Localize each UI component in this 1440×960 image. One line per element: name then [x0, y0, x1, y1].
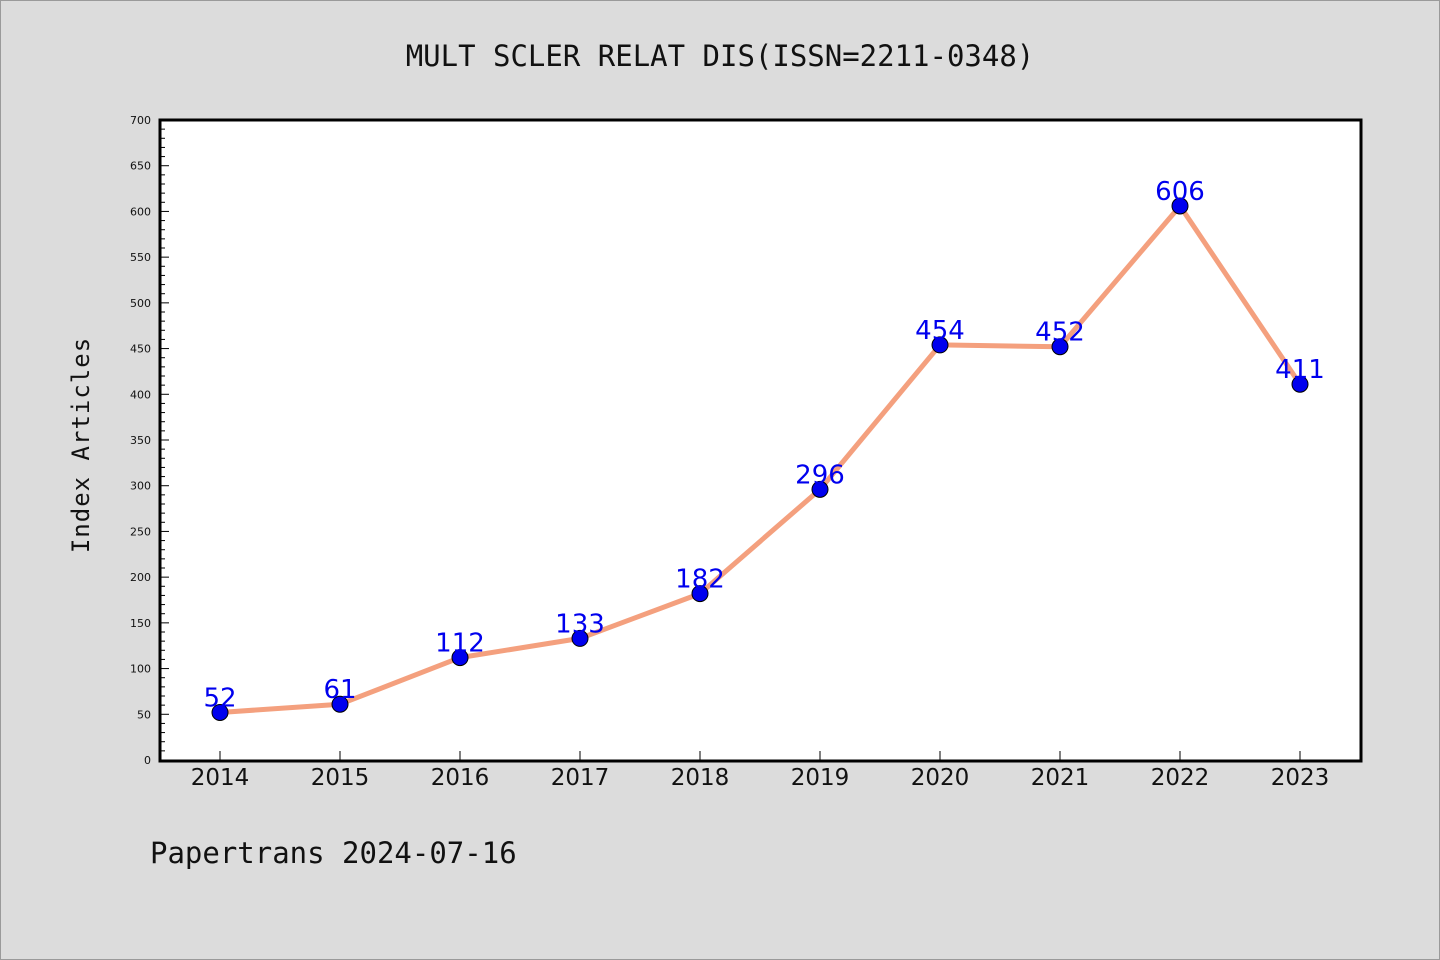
x-tick-label: 2016 — [431, 765, 490, 791]
series-line-group: 52 61 112 133 182 296 454 452 606 411 — [203, 177, 1325, 721]
x-tick-label: 2020 — [911, 765, 970, 791]
y-axis-label: Index Articles — [67, 337, 95, 553]
x-tick-label: 2021 — [1031, 765, 1090, 791]
plot-area — [158, 118, 1363, 763]
y-tick-label: 300 — [130, 480, 151, 493]
x-tick-label: 2022 — [1151, 765, 1210, 791]
y-tick-label: 250 — [130, 525, 151, 538]
y-tick-label: 200 — [130, 571, 151, 584]
data-point — [931, 336, 949, 354]
chart-title: MULT SCLER RELAT DIS(ISSN=2211-0348) — [406, 39, 1035, 73]
x-tick-label: 2017 — [551, 765, 610, 791]
data-point — [451, 649, 469, 667]
y-tick-label: 700 — [130, 114, 151, 127]
data-point — [331, 695, 349, 713]
y-tick-label: 350 — [130, 434, 151, 447]
data-point — [1051, 338, 1069, 356]
y-tick-label: 450 — [130, 343, 151, 356]
x-tick-label: 2014 — [191, 765, 250, 791]
y-tick-label: 100 — [130, 663, 151, 676]
data-point — [691, 585, 709, 603]
y-tick-label: 150 — [130, 617, 151, 630]
data-label: 606 — [1155, 177, 1205, 207]
y-tick-label: 50 — [137, 708, 151, 721]
data-point — [811, 480, 829, 498]
data-label: 61 — [323, 675, 356, 705]
x-tick-label: 2019 — [791, 765, 850, 791]
x-tick-label: 2023 — [1271, 765, 1330, 791]
data-point — [1291, 375, 1309, 393]
data-point — [211, 703, 229, 721]
data-point — [1171, 197, 1189, 215]
data-label: 296 — [795, 460, 845, 490]
y-tick-label: 550 — [130, 251, 151, 264]
y-tick-label: 0 — [144, 754, 151, 767]
x-tick-label: 2018 — [671, 765, 730, 791]
y-tick-label: 650 — [130, 160, 151, 173]
y-tick-label: 500 — [130, 297, 151, 310]
data-label: 454 — [915, 316, 965, 346]
footer-text: Papertrans 2024-07-16 — [150, 836, 517, 870]
y-tick-label: 400 — [130, 388, 151, 401]
data-label: 452 — [1035, 318, 1085, 348]
x-tick-label: 2015 — [311, 765, 370, 791]
x-axis: 2014 2015 2016 2017 2018 2019 2020 2021 2022 2023 — [191, 751, 1330, 791]
data-label: 112 — [435, 629, 485, 659]
data-label: 52 — [203, 683, 236, 713]
series-line — [217, 203, 1303, 715]
y-axis: 0 50 100 150 200 250 300 350 400 450 500 550 600 650 7… — [130, 114, 169, 767]
data-label: 133 — [555, 609, 605, 639]
data-label: 182 — [675, 565, 725, 595]
data-point — [571, 629, 589, 647]
y-tick-label: 600 — [130, 205, 151, 218]
data-label: 411 — [1275, 355, 1325, 385]
